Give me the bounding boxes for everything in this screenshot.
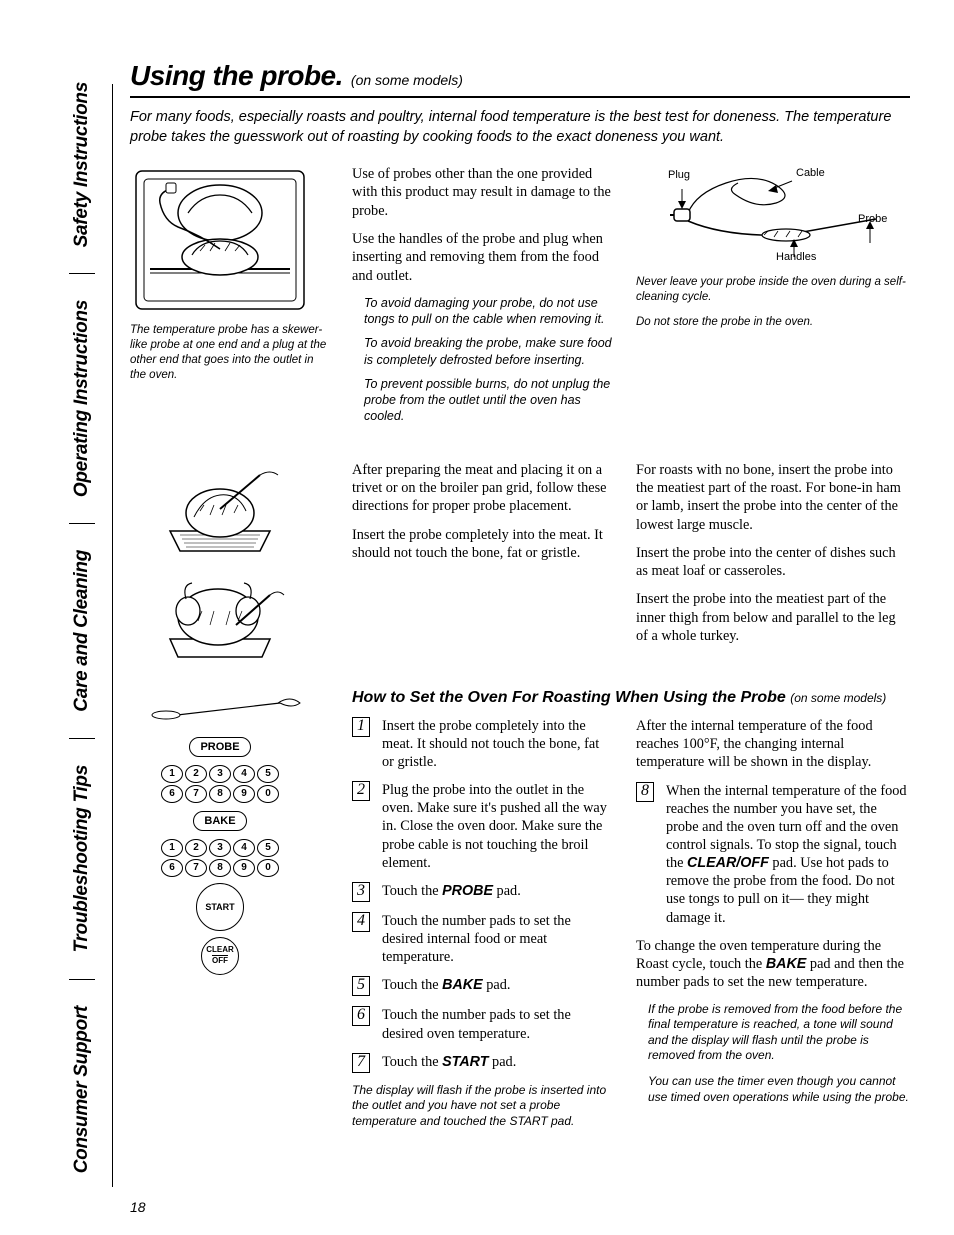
label-handles: Handles <box>776 251 816 263</box>
p-after-100: After the internal temperature of the fo… <box>636 717 910 772</box>
warn-selfclean: Never leave your probe inside the oven d… <box>636 275 910 305</box>
warn-defrost: To avoid breaking the probe, make sure f… <box>352 335 614 368</box>
steps-left-col: 1 Insert the probe completely into the m… <box>352 717 614 1130</box>
step-3: 3 Touch the PROBE pad. <box>352 882 614 902</box>
step-4: 4 Touch the number pads to set the desir… <box>352 912 614 966</box>
title-rule <box>130 96 910 98</box>
step-7: 7 Touch the START pad. <box>352 1053 614 1073</box>
label-cable: Cable <box>796 167 825 179</box>
clear-off-pad: CLEAR OFF <box>201 937 239 975</box>
keypad-row-3: 1 2 3 4 5 <box>130 839 310 857</box>
side-tab-safety: Safety Instructions <box>62 60 102 269</box>
step-1: 1 Insert the probe completely into the m… <box>352 717 614 771</box>
oven-figure-col: The temperature probe has a skewer-like … <box>130 165 330 433</box>
warn-store: Do not store the probe in the oven. <box>636 315 910 330</box>
step-5: 5 Touch the BAKE pad. <box>352 976 614 996</box>
probe-diagram: Plug Cable Handles Probe <box>636 165 896 265</box>
p-dishes: Insert the probe into the center of dish… <box>636 544 910 581</box>
content: Using the probe. (on some models) For ma… <box>130 60 910 1205</box>
steps-right-col: After the internal temperature of the fo… <box>636 717 910 1130</box>
p-turkey: Insert the probe into the meatiest part … <box>636 590 910 645</box>
page-title: Using the probe. <box>130 60 343 92</box>
side-tab-care: Care and Cleaning <box>62 528 102 734</box>
oven-caption: The temperature probe has a skewer-like … <box>130 323 330 383</box>
mid-left-col: After preparing the meat and placing it … <box>352 461 614 661</box>
label-probe: Probe <box>858 213 887 225</box>
bake-pad: BAKE <box>193 811 246 831</box>
side-tab-trouble: Troubleshooting Tips <box>62 743 102 975</box>
keypad-row-4: 6 7 8 9 0 <box>130 859 310 877</box>
control-panel-illustration: PROBE 1 2 3 4 5 6 7 8 9 0 BAKE 1 <box>130 689 310 1130</box>
label-plug: Plug <box>668 169 690 181</box>
start-pad: START <box>196 883 244 931</box>
keypad-row-2: 6 7 8 9 0 <box>130 785 310 803</box>
p-prepare: After preparing the meat and placing it … <box>352 461 614 516</box>
p-roasts: For roasts with no bone, insert the prob… <box>636 461 910 534</box>
sidebar: Safety Instructions Operating Instructio… <box>62 60 102 1195</box>
keypad-row-1: 1 2 3 4 5 <box>130 765 310 783</box>
p-handles: Use the handles of the probe and plug wh… <box>352 230 614 285</box>
p-change-temp: To change the oven temperature during th… <box>636 937 910 992</box>
intro-text: For many foods, especially roasts and po… <box>130 108 910 147</box>
warn-burns: To prevent possible burns, do not unplug… <box>352 376 614 425</box>
side-tab-support: Consumer Support <box>62 984 102 1195</box>
howto-title: How to Set the Oven For Roasting When Us… <box>352 689 910 707</box>
step-2: 2 Plug the probe into the outlet in the … <box>352 781 614 872</box>
p-other-probes: Use of probes other than the one provide… <box>352 165 614 220</box>
oven-illustration <box>130 165 310 315</box>
step-6: 6 Touch the number pads to set the desir… <box>352 1006 614 1042</box>
vertical-rule <box>112 84 113 1187</box>
right-top-col: Plug Cable Handles Probe Never leave you… <box>636 165 910 433</box>
warn-tongs: To avoid damaging your probe, do not use… <box>352 295 614 328</box>
howto-right: How to Set the Oven For Roasting When Us… <box>352 689 910 1130</box>
title-sub: (on some models) <box>351 72 463 88</box>
step-note-left: The display will flash if the probe is i… <box>352 1083 614 1130</box>
page-number: 18 <box>130 1199 146 1215</box>
side-tab-operating: Operating Instructions <box>62 278 102 519</box>
note-removed: If the probe is removed from the food be… <box>636 1002 910 1064</box>
mid-right-col: For roasts with no bone, insert the prob… <box>636 461 910 661</box>
meat-illustrations <box>150 461 290 661</box>
p-insert: Insert the probe completely into the mea… <box>352 526 614 563</box>
note-timer: You can use the timer even though you ca… <box>636 1074 910 1105</box>
mid-top-col: Use of probes other than the one provide… <box>352 165 614 433</box>
probe-pad: PROBE <box>189 737 250 757</box>
step-8: 8 When the internal temperature of the f… <box>636 782 910 927</box>
